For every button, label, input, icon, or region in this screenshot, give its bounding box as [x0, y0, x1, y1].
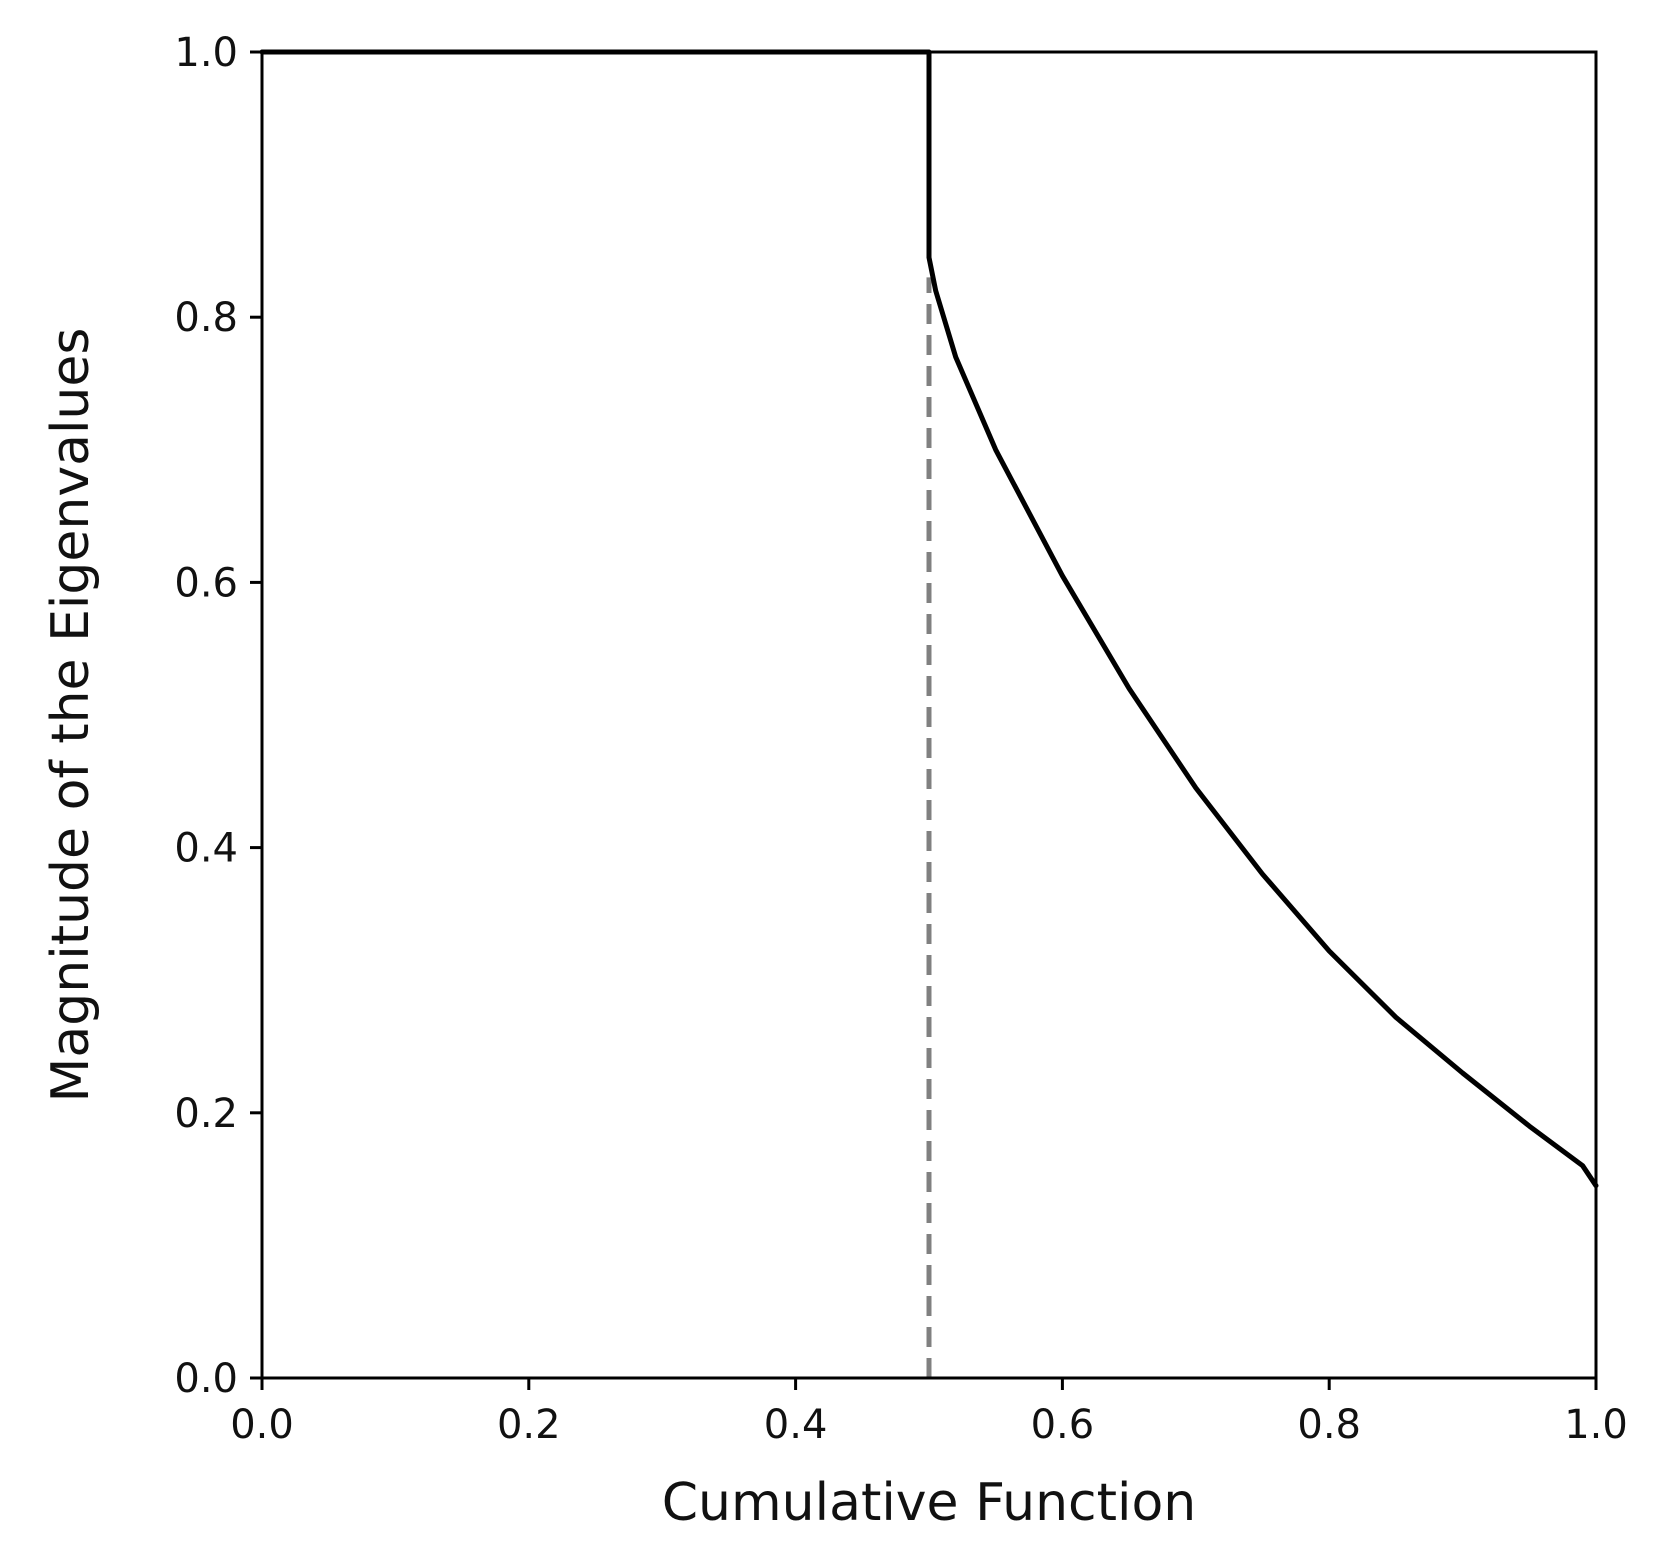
x-tick-label: 0.0	[230, 1402, 294, 1448]
y-tick-label: 0.6	[174, 560, 238, 606]
series-lines	[259, 49, 1599, 1189]
x-tick-label: 1.0	[1564, 1402, 1628, 1448]
series-line	[259, 49, 1599, 1189]
y-axis-title: Magnitude of the Eigenvalues	[41, 328, 101, 1103]
y-tick-label: 0.8	[174, 295, 238, 341]
x-tick-label: 0.2	[497, 1402, 561, 1448]
x-tick-label: 0.4	[764, 1402, 828, 1448]
y-tick-label: 0.2	[174, 1091, 238, 1137]
y-axis-ticks: 0.0 0.2 0.4 0.6 0.8 1.0	[174, 30, 262, 1402]
y-tick-label: 0.4	[174, 826, 238, 872]
x-axis-ticks: 0.0 0.2 0.4 0.6 0.8 1.0	[230, 1378, 1628, 1448]
x-axis-title: Cumulative Function	[662, 1473, 1197, 1533]
y-tick-label: 1.0	[174, 30, 238, 76]
x-tick-label: 0.8	[1297, 1402, 1361, 1448]
y-tick-label: 0.0	[174, 1356, 238, 1402]
axes-frame	[260, 50, 1598, 1380]
x-tick-label: 0.6	[1031, 1402, 1095, 1448]
